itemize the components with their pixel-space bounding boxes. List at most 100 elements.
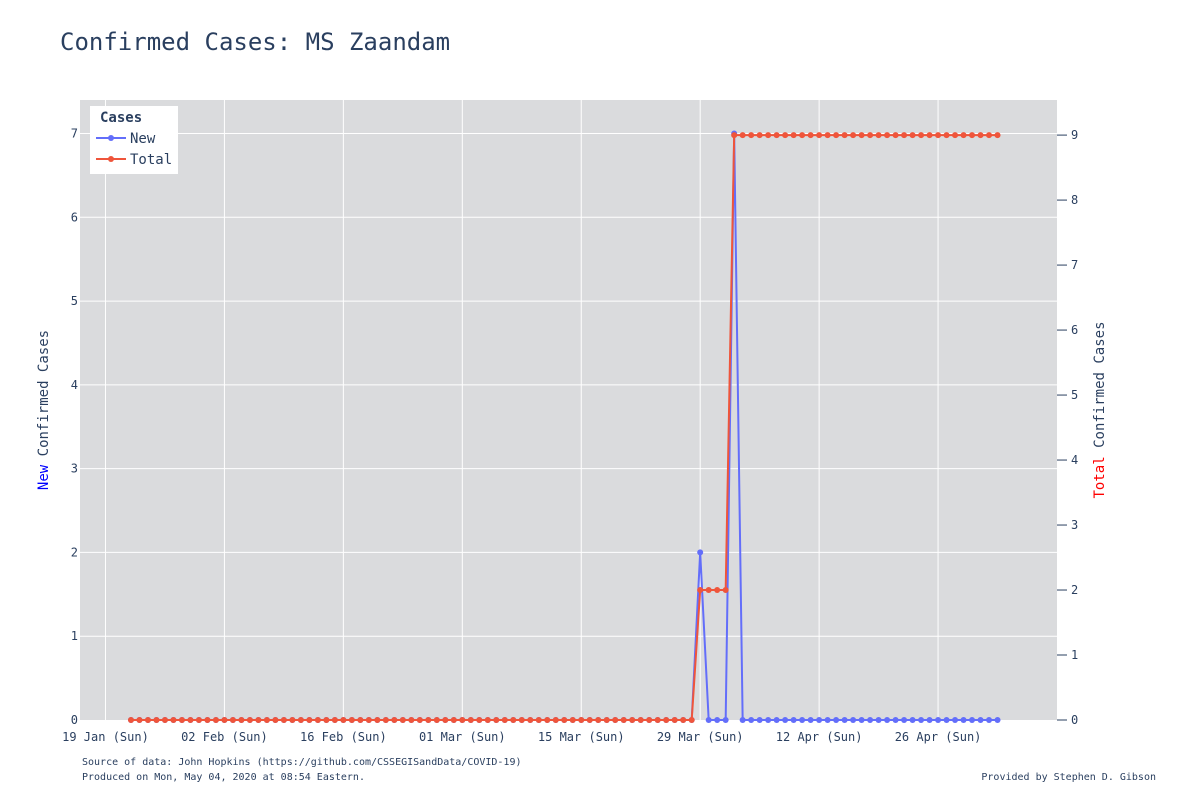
series-total-point bbox=[348, 717, 355, 723]
series-total-point bbox=[926, 132, 933, 139]
series-total-point bbox=[994, 132, 1001, 139]
series-total-point bbox=[586, 717, 593, 723]
series-new-point bbox=[705, 717, 712, 723]
series-total-point bbox=[331, 717, 338, 723]
series-total-point bbox=[450, 717, 457, 723]
series-total-point bbox=[484, 717, 491, 723]
series-new-point bbox=[748, 717, 755, 723]
series-new-point bbox=[807, 717, 814, 723]
series-new-point bbox=[782, 717, 789, 723]
series-total-point bbox=[170, 717, 177, 723]
series-new-point bbox=[790, 717, 797, 723]
y-left-tick-label: 7 bbox=[71, 127, 78, 141]
series-total-point bbox=[697, 587, 704, 594]
y-right-tick-label: 0 bbox=[1071, 713, 1078, 727]
source-note: Source of data: John Hopkins (https://gi… bbox=[82, 757, 522, 768]
series-total-point bbox=[561, 717, 568, 723]
series-total-point bbox=[459, 717, 466, 723]
x-tick-label: 26 Apr (Sun) bbox=[895, 730, 982, 744]
provided-note: Provided by Stephen D. Gibson bbox=[981, 772, 1156, 783]
series-total-point bbox=[977, 132, 984, 139]
series-total-point bbox=[535, 717, 542, 723]
y-left-tick-label: 1 bbox=[71, 629, 78, 643]
series-total-point bbox=[306, 717, 313, 723]
series-total-point bbox=[782, 132, 789, 139]
series-total-point bbox=[204, 717, 211, 723]
y-left-title-rest: Confirmed Cases bbox=[36, 330, 52, 465]
x-tick-label: 12 Apr (Sun) bbox=[776, 730, 863, 744]
series-new-point bbox=[824, 717, 831, 723]
series-total-point bbox=[833, 132, 840, 139]
series-total-point bbox=[229, 717, 236, 723]
y-right-tick-label: 9 bbox=[1071, 128, 1078, 142]
series-total-point bbox=[603, 717, 610, 723]
series-new-point bbox=[850, 717, 857, 723]
series-total-point bbox=[731, 132, 738, 139]
series-total-point bbox=[314, 717, 321, 723]
series-new-point bbox=[875, 717, 882, 723]
grid bbox=[80, 100, 1057, 720]
series-total-point bbox=[280, 717, 287, 723]
x-tick-label: 01 Mar (Sun) bbox=[419, 730, 506, 744]
series-new-point bbox=[697, 549, 704, 556]
series-total-point bbox=[850, 132, 857, 139]
produced-note: Produced on Mon, May 04, 2020 at 08:54 E… bbox=[82, 772, 365, 783]
series-total-point bbox=[501, 717, 508, 723]
y-right-tick-label: 6 bbox=[1071, 323, 1078, 337]
series-total-point bbox=[909, 132, 916, 139]
series-total-point bbox=[195, 717, 202, 723]
series-total-point bbox=[765, 132, 772, 139]
x-tick-label: 16 Feb (Sun) bbox=[300, 730, 387, 744]
series-total-point bbox=[943, 132, 950, 139]
series-new-point bbox=[884, 717, 891, 723]
y-left-tick-label: 5 bbox=[71, 294, 78, 308]
series-total-point bbox=[841, 132, 848, 139]
series-total-point bbox=[255, 717, 262, 723]
legend-total-marker bbox=[108, 156, 114, 162]
series-total-point bbox=[340, 717, 347, 723]
series-total-point bbox=[799, 132, 806, 139]
y-left-tick-label: 3 bbox=[71, 462, 78, 476]
series-new-point bbox=[714, 717, 721, 723]
series-total-point bbox=[476, 717, 483, 723]
y-right-tick-label: 8 bbox=[1071, 193, 1078, 207]
series-total-point bbox=[399, 717, 406, 723]
y-right-tick-label: 7 bbox=[1071, 258, 1078, 272]
series-total-point bbox=[569, 717, 576, 723]
series-total-point bbox=[289, 717, 296, 723]
series-total-point bbox=[824, 132, 831, 139]
series-total-point bbox=[374, 717, 381, 723]
series-total-point bbox=[714, 587, 721, 594]
series-new-point bbox=[935, 717, 942, 723]
series-total-point bbox=[357, 717, 364, 723]
series-total-point bbox=[263, 717, 270, 723]
y-right-tick-label: 3 bbox=[1071, 518, 1078, 532]
y-right-axis-title: Total Confirmed Cases bbox=[1092, 321, 1108, 498]
series-total-point bbox=[527, 717, 534, 723]
series-total-point bbox=[756, 132, 763, 139]
series-new-point bbox=[909, 717, 916, 723]
series-total-point bbox=[382, 717, 389, 723]
y-left-axis-title: New Confirmed Cases bbox=[36, 330, 52, 490]
series-total-point bbox=[671, 717, 678, 723]
series-total-point bbox=[680, 717, 687, 723]
y-left-tick-label: 4 bbox=[71, 378, 78, 392]
series-total-point bbox=[238, 717, 245, 723]
series-total-point bbox=[442, 717, 449, 723]
series-total-point bbox=[629, 717, 636, 723]
series-total-point bbox=[510, 717, 517, 723]
series-total-point bbox=[969, 132, 976, 139]
series-total-point bbox=[612, 717, 619, 723]
y-right-title-prefix: Total bbox=[1092, 456, 1108, 498]
series-total-point bbox=[433, 717, 440, 723]
series-total-point bbox=[960, 132, 967, 139]
series-total-point bbox=[858, 132, 865, 139]
series-total-point bbox=[493, 717, 500, 723]
series-total-point bbox=[187, 717, 194, 723]
series-total-point bbox=[918, 132, 925, 139]
series-total-point bbox=[688, 717, 695, 723]
series-total-point bbox=[739, 132, 746, 139]
series-new-point bbox=[756, 717, 763, 723]
series-total-point bbox=[178, 717, 185, 723]
